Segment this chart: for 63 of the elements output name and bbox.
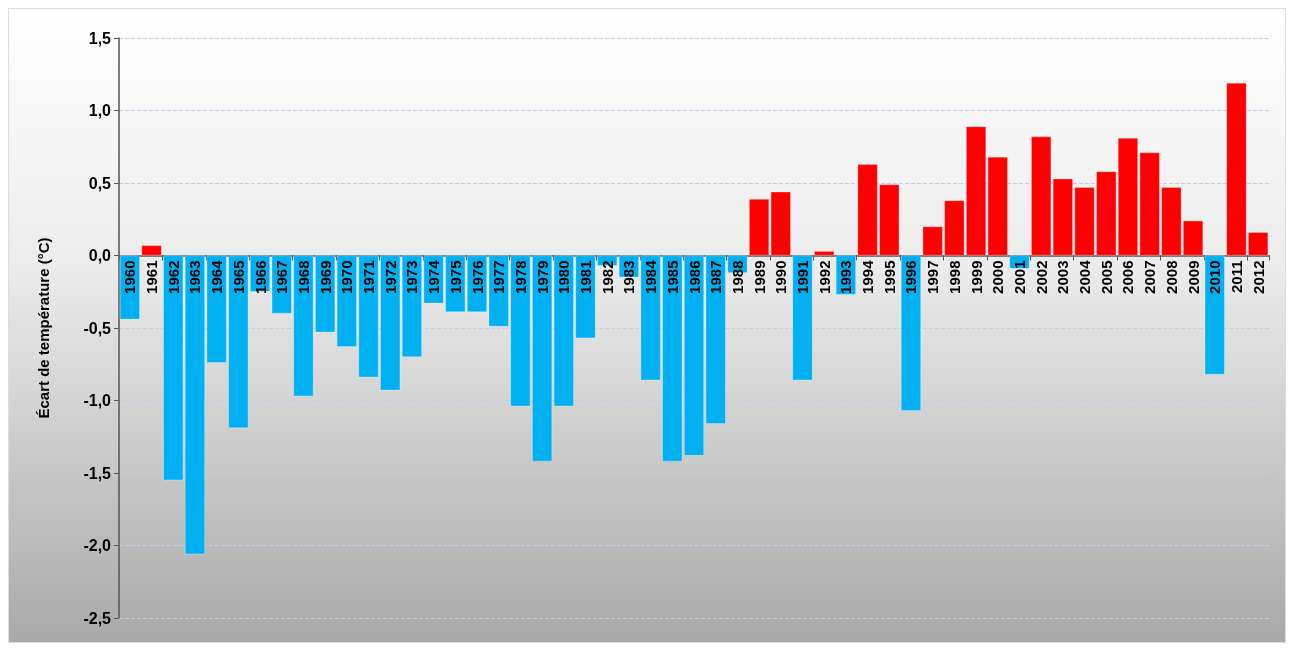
x-tick-label: 2012 [1249,260,1267,294]
x-tick-label: 1973 [403,260,421,294]
x-tick-label: 2009 [1184,260,1202,294]
x-tick-label: 1984 [642,259,660,294]
x-tick-label: 1997 [924,260,942,294]
x-tick-label: 2011 [1227,260,1245,294]
x-tick-label: 1992 [815,260,833,294]
x-tick-label: 1963 [186,260,204,294]
x-tick-label: 1985 [663,260,681,294]
x-tick-label: 2010 [1206,260,1224,294]
x-tick-label: 1978 [511,260,529,294]
x-tick-label: 1982 [598,260,616,294]
x-tick-label: 1988 [728,260,746,294]
x-tick-label: 2005 [1097,260,1115,294]
x-tick-label: 2008 [1162,260,1180,294]
x-tick-label: 1998 [945,260,963,294]
x-tick-label: 1981 [577,260,595,294]
y-tick-label: 0,5 [88,174,112,192]
x-tick-label: 1993 [837,260,855,294]
x-tick-label: 1989 [750,260,768,294]
x-tick-label: 1962 [164,260,182,294]
x-tick-label: 1974 [425,259,443,294]
x-tick-label: 2003 [1054,260,1072,294]
x-tick-label: 1960 [121,260,139,294]
x-tick-label: 1975 [446,260,464,294]
x-tick-label: 1979 [533,260,551,294]
x-tick-label: 1977 [490,260,508,294]
x-tick-label: 1968 [294,260,312,294]
x-tick-label: 1987 [707,260,725,294]
x-tick-label: 2001 [1010,260,1028,294]
x-tick-label: 1976 [468,260,486,294]
x-tick-label: 1965 [229,260,247,294]
x-tick-label: 2002 [1032,260,1050,294]
x-tick-label: 2000 [989,260,1007,294]
y-tick-label: -0,5 [83,319,112,337]
x-tick-label: 1999 [967,260,985,294]
x-tick-label: 1990 [772,260,790,294]
y-tick-label: -2,0 [83,537,112,554]
y-tick-label: 1,5 [88,29,112,47]
x-tick-label: 1966 [251,260,269,294]
x-tick-label: 2004 [1076,259,1094,294]
x-tick-label: 1961 [143,260,161,294]
x-tick-label: 1971 [360,260,378,294]
x-tick-label: 1969 [316,260,334,294]
y-tick-label: 0,0 [88,247,112,264]
y-tick-label: -1,0 [83,392,112,409]
x-tick-label: 1964 [208,259,226,294]
y-axis-title: Écart de température (°C) [35,237,52,419]
x-tick-label: 1972 [381,260,399,294]
x-tick-label: 1994 [859,259,877,294]
x-tick-label: 1970 [338,260,356,294]
x-tick-label: 1980 [555,260,573,294]
x-tick-label: 1995 [880,260,898,294]
y-tick-label: -2,5 [83,609,112,627]
x-tick-label: 2007 [1141,260,1159,294]
x-tick-label: 2006 [1119,260,1137,294]
y-tick-label: -1,5 [83,464,112,482]
x-tick-label: 1986 [685,260,703,294]
x-tick-label: 1967 [273,260,291,294]
y-tick-label: 1,0 [88,102,112,119]
x-tick-label: 1996 [902,260,920,294]
x-tick-label: 1983 [620,260,638,294]
x-tick-label: 1991 [793,260,811,294]
